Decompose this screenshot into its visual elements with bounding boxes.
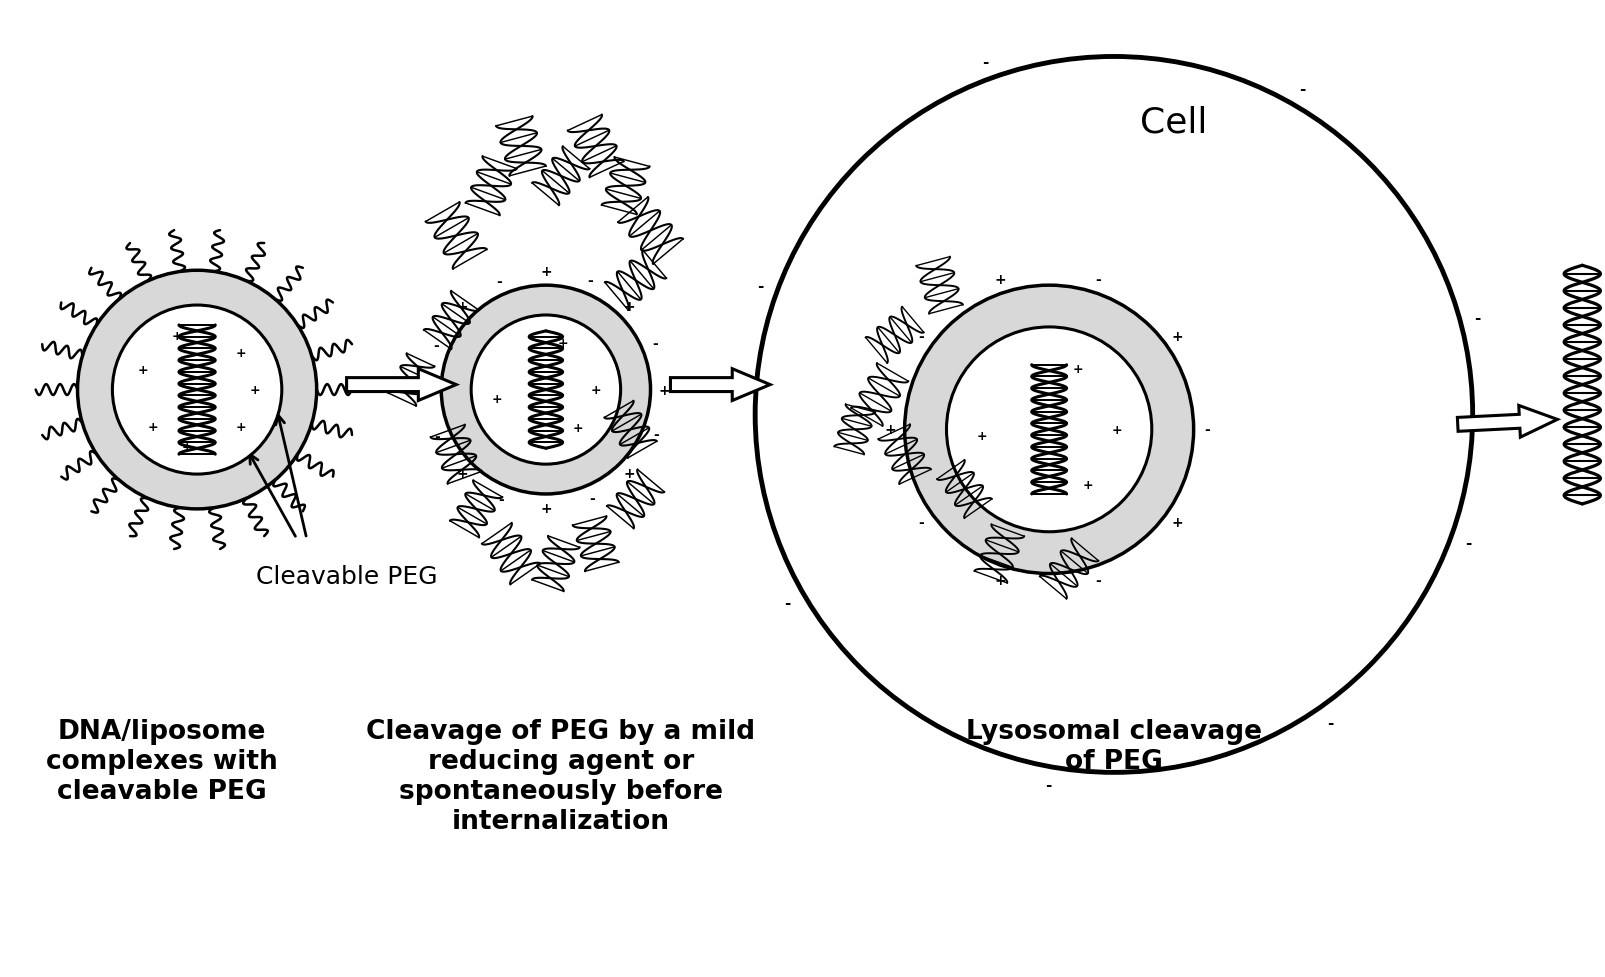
Text: +: + [148,421,159,434]
Text: +: + [624,467,636,481]
Text: +: + [624,300,636,314]
Text: -: - [1327,715,1334,730]
Text: -: - [1465,536,1472,551]
Text: -: - [1475,311,1481,325]
Text: +: + [172,329,183,343]
Text: -: - [1045,778,1051,792]
Text: +: + [250,384,260,397]
Text: -: - [1095,573,1101,587]
Text: +: + [539,265,552,279]
Text: +: + [1112,423,1122,437]
Text: +: + [236,421,247,434]
Circle shape [472,316,621,465]
Text: +: + [181,441,193,453]
Text: -: - [1095,273,1101,286]
Text: -: - [433,429,440,444]
Text: -: - [918,516,924,530]
Text: +: + [1072,362,1083,375]
Text: +: + [491,393,502,405]
Text: +: + [539,501,552,515]
Text: +: + [995,573,1006,587]
Text: -: - [499,492,504,507]
Text: +: + [422,383,433,398]
Text: -: - [652,337,658,351]
Text: +: + [591,384,600,397]
Circle shape [441,286,650,494]
Text: +: + [995,273,1006,286]
Text: +: + [658,383,671,398]
Polygon shape [671,369,770,402]
Text: +: + [884,423,897,437]
Text: -: - [496,275,502,288]
Circle shape [77,271,316,509]
Text: +: + [976,429,987,443]
Text: -: - [589,492,595,506]
Text: +: + [1172,516,1183,530]
Text: Lysosomal cleavage
of PEG: Lysosomal cleavage of PEG [966,718,1262,774]
Text: +: + [456,300,467,314]
Polygon shape [1457,406,1557,438]
Text: +: + [138,364,148,377]
Circle shape [756,58,1473,773]
Text: Cleavage of PEG by a mild
reducing agent or
spontaneously before
internalization: Cleavage of PEG by a mild reducing agent… [366,718,756,833]
Text: -: - [756,279,762,294]
Text: +: + [573,422,583,435]
Circle shape [112,306,282,475]
Text: +: + [557,337,568,350]
Text: +: + [1172,330,1183,344]
Text: Cell: Cell [1140,105,1207,139]
Circle shape [947,327,1152,532]
Text: -: - [918,330,924,344]
Text: +: + [236,347,247,360]
Text: -: - [433,339,438,353]
Text: -: - [785,595,791,611]
Circle shape [905,286,1194,573]
Polygon shape [347,369,456,402]
Text: -: - [1298,82,1305,98]
Text: Cleavable PEG: Cleavable PEG [255,564,437,588]
Text: +: + [1083,479,1093,491]
Text: -: - [982,55,989,69]
Text: -: - [1205,423,1210,437]
Text: -: - [653,428,658,442]
Text: DNA/liposome
complexes with
cleavable PEG: DNA/liposome complexes with cleavable PE… [47,718,278,804]
Text: +: + [456,467,467,481]
Text: -: - [587,274,594,287]
